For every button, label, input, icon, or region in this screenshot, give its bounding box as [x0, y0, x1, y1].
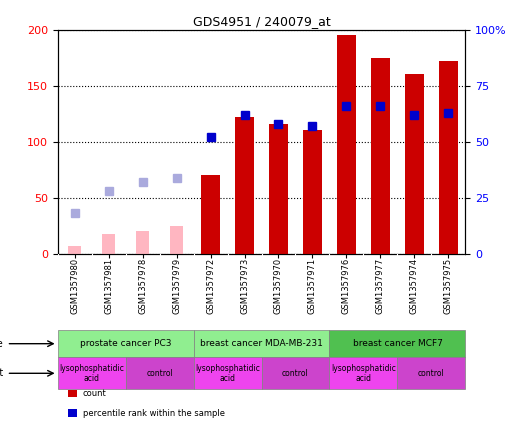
Bar: [194, 330, 329, 357]
Bar: [58, 357, 126, 389]
Bar: [397, 357, 465, 389]
Bar: [136, 231, 150, 254]
Text: cell line: cell line: [0, 339, 3, 349]
Text: GSM1357980: GSM1357980: [70, 258, 79, 314]
Text: breast cancer MDA-MB-231: breast cancer MDA-MB-231: [200, 339, 323, 348]
Text: prostate cancer PC3: prostate cancer PC3: [80, 339, 171, 348]
Bar: [67, 246, 82, 254]
Bar: [101, 233, 115, 254]
Text: GSM1357970: GSM1357970: [274, 258, 283, 314]
Bar: [194, 357, 262, 389]
Text: percentile rank within the sample: percentile rank within the sample: [83, 409, 225, 418]
Bar: [58, 330, 194, 357]
Bar: [439, 61, 458, 254]
Text: GSM1357978: GSM1357978: [138, 258, 147, 314]
Text: lysophosphatidic
acid: lysophosphatidic acid: [59, 364, 124, 383]
Text: GSM1357979: GSM1357979: [172, 258, 181, 314]
Text: GSM1357974: GSM1357974: [410, 258, 419, 314]
Bar: [235, 117, 254, 254]
Text: agent: agent: [0, 368, 3, 378]
Bar: [337, 35, 356, 254]
Text: GSM1357976: GSM1357976: [342, 258, 351, 314]
Bar: [262, 357, 329, 389]
Bar: [269, 124, 288, 254]
Text: GSM1357977: GSM1357977: [376, 258, 385, 314]
Bar: [169, 226, 184, 254]
Bar: [201, 175, 220, 254]
Text: GSM1357972: GSM1357972: [206, 258, 215, 314]
Text: lysophosphatidic
acid: lysophosphatidic acid: [195, 364, 260, 383]
Bar: [303, 130, 322, 254]
Text: GSM1357975: GSM1357975: [444, 258, 453, 314]
Text: control: control: [418, 369, 445, 378]
Bar: [405, 74, 424, 254]
Text: control: control: [282, 369, 309, 378]
Bar: [329, 330, 465, 357]
Text: GSM1357981: GSM1357981: [104, 258, 113, 314]
Text: breast cancer MCF7: breast cancer MCF7: [353, 339, 442, 348]
Bar: [329, 357, 397, 389]
Text: GSM1357973: GSM1357973: [240, 258, 249, 314]
Text: control: control: [146, 369, 173, 378]
Text: GSM1357971: GSM1357971: [308, 258, 317, 314]
Bar: [126, 357, 194, 389]
Bar: [371, 58, 390, 254]
Text: lysophosphatidic
acid: lysophosphatidic acid: [331, 364, 396, 383]
Title: GDS4951 / 240079_at: GDS4951 / 240079_at: [192, 16, 331, 28]
Text: count: count: [83, 389, 106, 398]
